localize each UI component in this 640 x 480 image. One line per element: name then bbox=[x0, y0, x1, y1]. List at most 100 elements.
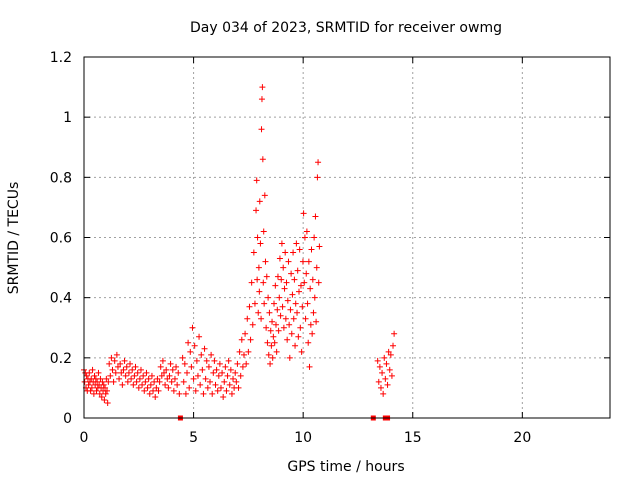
data-point bbox=[89, 366, 96, 373]
data-point bbox=[301, 234, 308, 241]
data-point bbox=[288, 330, 295, 337]
data-point bbox=[303, 270, 310, 277]
data-point bbox=[269, 354, 276, 361]
data-point bbox=[203, 357, 210, 364]
data-point bbox=[242, 330, 249, 337]
data-point bbox=[377, 384, 384, 391]
data-point bbox=[83, 372, 90, 379]
data-point bbox=[299, 258, 306, 265]
data-point bbox=[385, 348, 392, 355]
data-point bbox=[118, 369, 125, 376]
data-point bbox=[81, 378, 88, 385]
data-point bbox=[128, 375, 135, 382]
data-point bbox=[106, 360, 113, 367]
data-point bbox=[300, 210, 307, 217]
data-point bbox=[232, 369, 239, 376]
data-point bbox=[142, 378, 149, 385]
data-point bbox=[286, 354, 293, 361]
data-point bbox=[194, 372, 201, 379]
data-point bbox=[217, 384, 224, 391]
data-point bbox=[256, 288, 263, 295]
data-point bbox=[236, 348, 243, 355]
data-point bbox=[262, 258, 269, 265]
data-point bbox=[164, 375, 171, 382]
data-point bbox=[107, 372, 114, 379]
data-point bbox=[145, 375, 152, 382]
data-point bbox=[247, 336, 254, 343]
data-point bbox=[289, 291, 296, 298]
x-tick-label: 0 bbox=[80, 430, 89, 446]
data-point bbox=[158, 372, 165, 379]
data-point bbox=[180, 378, 187, 385]
data-point bbox=[185, 339, 192, 346]
data-point bbox=[207, 378, 214, 385]
data-point bbox=[314, 174, 321, 181]
data-point bbox=[120, 366, 127, 373]
data-point bbox=[117, 360, 124, 367]
data-point bbox=[278, 240, 285, 247]
data-point bbox=[305, 339, 312, 346]
data-point bbox=[272, 321, 279, 328]
data-point bbox=[102, 390, 109, 397]
data-point bbox=[276, 255, 283, 262]
x-tick-label: 20 bbox=[513, 430, 531, 446]
data-point bbox=[129, 366, 136, 373]
data-point bbox=[225, 357, 232, 364]
data-point bbox=[233, 378, 240, 385]
data-point bbox=[208, 351, 215, 358]
data-point bbox=[155, 387, 162, 394]
y-tick-label: 1.2 bbox=[50, 50, 72, 66]
data-point bbox=[173, 363, 180, 370]
data-point bbox=[305, 258, 312, 265]
data-point bbox=[287, 306, 294, 313]
plot-frame bbox=[83, 56, 611, 419]
data-point bbox=[269, 318, 276, 325]
data-point bbox=[307, 285, 314, 292]
y-tick-label: 0.2 bbox=[50, 351, 72, 367]
data-point bbox=[156, 378, 163, 385]
data-point bbox=[260, 279, 267, 286]
data-point bbox=[186, 384, 193, 391]
data-point bbox=[271, 339, 278, 346]
data-point bbox=[140, 372, 147, 379]
data-points bbox=[81, 84, 398, 421]
data-point bbox=[259, 156, 266, 163]
data-point bbox=[187, 348, 194, 355]
data-point bbox=[240, 351, 247, 358]
data-point bbox=[93, 387, 100, 394]
data-point bbox=[284, 297, 291, 304]
data-point bbox=[379, 369, 386, 376]
data-point bbox=[282, 315, 289, 322]
data-point bbox=[88, 384, 95, 391]
data-point bbox=[119, 381, 126, 388]
data-point bbox=[230, 375, 237, 382]
data-point bbox=[114, 363, 121, 370]
data-point bbox=[202, 375, 209, 382]
data-point bbox=[192, 387, 199, 394]
data-point bbox=[134, 369, 141, 376]
data-point bbox=[258, 126, 265, 133]
data-point bbox=[109, 366, 116, 373]
chart-title: Day 034 of 2023, SRMTID for receiver owm… bbox=[190, 20, 502, 36]
data-point bbox=[219, 369, 226, 376]
data-point bbox=[193, 357, 200, 364]
data-point bbox=[290, 315, 297, 322]
x-tick-label: 5 bbox=[189, 430, 198, 446]
data-point bbox=[131, 372, 138, 379]
data-point bbox=[376, 363, 383, 370]
data-point bbox=[276, 294, 283, 301]
data-point bbox=[171, 375, 178, 382]
data-point bbox=[102, 384, 109, 391]
data-point bbox=[267, 360, 274, 367]
data-point bbox=[214, 387, 221, 394]
data-point bbox=[143, 369, 150, 376]
data-point bbox=[286, 321, 293, 328]
data-point bbox=[267, 327, 274, 334]
data-point bbox=[294, 309, 301, 316]
data-point bbox=[101, 396, 108, 403]
data-point bbox=[154, 375, 161, 382]
data-point bbox=[150, 387, 157, 394]
data-point bbox=[215, 372, 222, 379]
data-point bbox=[86, 369, 93, 376]
